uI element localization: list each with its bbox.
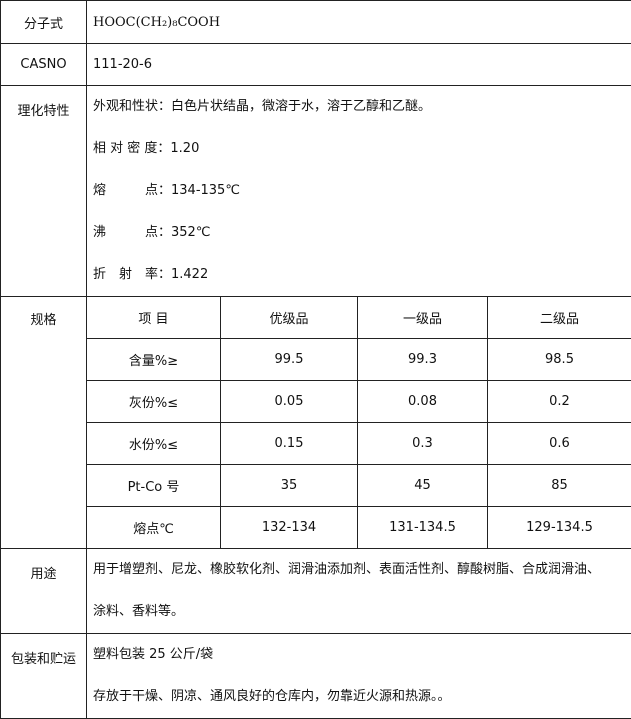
spec-row: Pt-Co 号 35 45 85 bbox=[1, 465, 631, 507]
property-line: 沸 点：352℃ bbox=[93, 212, 631, 254]
usage-line: 用于增塑剂、尼龙、橡胶软化剂、润滑油添加剂、表面活性剂、醇酸树脂、合成润滑油、 bbox=[93, 549, 631, 591]
spec-header: 一级品 bbox=[358, 297, 488, 339]
spec-cell: 132-134 bbox=[221, 507, 358, 549]
usage-label: 用途 bbox=[1, 549, 87, 634]
formula-label: 分子式 bbox=[1, 1, 87, 44]
packaging-row: 包装和贮运 塑料包装 25 公斤/袋 存放于干燥、阴凉、通风良好的仓库内，勿靠近… bbox=[1, 634, 631, 719]
spec-cell: 0.2 bbox=[488, 381, 631, 423]
usage-row: 用途 用于增塑剂、尼龙、橡胶软化剂、润滑油添加剂、表面活性剂、醇酸树脂、合成润滑… bbox=[1, 549, 631, 634]
spec-header-row: 规格 项 目 优级品 一级品 二级品 bbox=[1, 297, 631, 339]
properties-value: 外观和性状：白色片状结晶，微溶于水，溶于乙醇和乙醚。 相 对 密 度：1.20 … bbox=[87, 86, 631, 297]
property-line: 相 对 密 度：1.20 bbox=[93, 128, 631, 170]
spec-cell: 0.3 bbox=[358, 423, 488, 465]
property-line: 熔 点：134-135℃ bbox=[93, 170, 631, 212]
spec-cell: 0.05 bbox=[221, 381, 358, 423]
spec-header: 二级品 bbox=[488, 297, 631, 339]
spec-cell: 131-134.5 bbox=[358, 507, 488, 549]
spec-row: 熔点℃ 132-134 131-134.5 129-134.5 bbox=[1, 507, 631, 549]
cas-row: CASNO 111-20-6 bbox=[1, 44, 631, 86]
spec-cell: Pt-Co 号 bbox=[87, 465, 221, 507]
properties-label: 理化特性 bbox=[1, 86, 87, 297]
spec-header: 优级品 bbox=[221, 297, 358, 339]
usage-line: 涂料、香料等。 bbox=[93, 591, 631, 633]
spec-row: 水份%≤ 0.15 0.3 0.6 bbox=[1, 423, 631, 465]
spec-cell: 85 bbox=[488, 465, 631, 507]
property-line: 外观和性状：白色片状结晶，微溶于水，溶于乙醇和乙醚。 bbox=[93, 86, 631, 128]
spec-row: 灰份%≤ 0.05 0.08 0.2 bbox=[1, 381, 631, 423]
packaging-label: 包装和贮运 bbox=[1, 634, 87, 719]
spec-cell: 0.08 bbox=[358, 381, 488, 423]
spec-label: 规格 bbox=[1, 297, 87, 549]
spec-cell: 熔点℃ bbox=[87, 507, 221, 549]
spec-cell: 35 bbox=[221, 465, 358, 507]
packaging-line: 塑料包装 25 公斤/袋 bbox=[93, 634, 631, 676]
cas-value: 111-20-6 bbox=[87, 44, 631, 86]
packaging-value: 塑料包装 25 公斤/袋 存放于干燥、阴凉、通风良好的仓库内，勿靠近火源和热源。… bbox=[87, 634, 631, 719]
spec-cell: 45 bbox=[358, 465, 488, 507]
spec-cell: 含量%≥ bbox=[87, 339, 221, 381]
spec-row: 含量%≥ 99.5 99.3 98.5 bbox=[1, 339, 631, 381]
spec-cell: 0.6 bbox=[488, 423, 631, 465]
spec-cell: 灰份%≤ bbox=[87, 381, 221, 423]
spec-header: 项 目 bbox=[87, 297, 221, 339]
cas-label: CASNO bbox=[1, 44, 87, 86]
property-line: 折 射 率：1.422 bbox=[93, 254, 631, 296]
spec-cell: 水份%≤ bbox=[87, 423, 221, 465]
formula-value: HOOC(CH₂)₈COOH bbox=[87, 1, 631, 44]
spec-cell: 0.15 bbox=[221, 423, 358, 465]
usage-value: 用于增塑剂、尼龙、橡胶软化剂、润滑油添加剂、表面活性剂、醇酸树脂、合成润滑油、 … bbox=[87, 549, 631, 634]
formula-row: 分子式 HOOC(CH₂)₈COOH bbox=[1, 1, 631, 44]
spec-cell: 98.5 bbox=[488, 339, 631, 381]
spec-cell: 99.3 bbox=[358, 339, 488, 381]
properties-row: 理化特性 外观和性状：白色片状结晶，微溶于水，溶于乙醇和乙醚。 相 对 密 度：… bbox=[1, 86, 631, 297]
spec-cell: 99.5 bbox=[221, 339, 358, 381]
spec-cell: 129-134.5 bbox=[488, 507, 631, 549]
packaging-line: 存放于干燥、阴凉、通风良好的仓库内，勿靠近火源和热源。。 bbox=[93, 676, 631, 718]
